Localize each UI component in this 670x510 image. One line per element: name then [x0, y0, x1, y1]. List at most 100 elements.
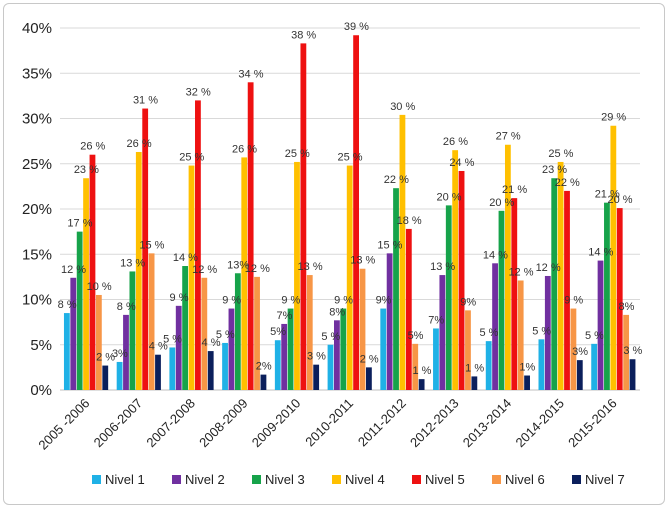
- bar: [604, 202, 610, 390]
- data-label: 24 %: [449, 157, 474, 169]
- data-label: 5 %: [216, 329, 235, 341]
- y-tick-label: 30%: [22, 111, 52, 128]
- data-label: 3 %: [623, 345, 642, 357]
- bar: [228, 308, 235, 390]
- data-label: 8%: [618, 301, 634, 313]
- legend: Nivel 1 Nivel 2 Nivel 3 Nivel 4 Nivel 5 Nivel…: [92, 472, 625, 487]
- data-label: 39 %: [344, 21, 369, 33]
- data-label: 2 %: [360, 353, 379, 365]
- bar: [439, 275, 446, 390]
- data-label: 13 %: [350, 255, 375, 267]
- y-tick-label: 35%: [22, 65, 52, 82]
- data-label: 20 %: [607, 194, 632, 206]
- data-label: 4 %: [149, 341, 168, 353]
- data-label: 1 %: [412, 365, 431, 377]
- bar: [123, 314, 129, 390]
- bar: [102, 365, 109, 390]
- y-tick-label: 40%: [22, 20, 52, 37]
- data-label: 30 %: [390, 101, 415, 113]
- bar: [155, 354, 161, 390]
- y-tick-label: 25%: [22, 156, 52, 173]
- bar: [135, 151, 142, 390]
- data-label: 1%: [519, 362, 535, 374]
- bar: [433, 328, 439, 390]
- data-label: 14 %: [483, 249, 508, 261]
- bar: [340, 308, 347, 390]
- x-axis-labels: 2005 -20062006-20072007-20082008-2009200…: [35, 396, 619, 453]
- legend-label: Nivel 7: [585, 472, 625, 487]
- data-label: 7%: [428, 314, 444, 326]
- data-label: 5 %: [479, 327, 498, 339]
- bar: [393, 188, 399, 390]
- data-label: 23 %: [74, 164, 99, 176]
- data-label: 20 %: [489, 197, 514, 209]
- bar: [412, 343, 419, 390]
- bar: [359, 268, 366, 390]
- x-tick-label: 2014-2015: [512, 396, 567, 451]
- data-label: 8%: [329, 306, 345, 318]
- data-label: 10 %: [87, 281, 112, 293]
- data-label: 12 %: [508, 266, 533, 278]
- x-tick-label: 2007-2008: [143, 396, 198, 451]
- bar: [76, 231, 83, 390]
- data-label: 21 %: [502, 184, 527, 196]
- bar: [346, 165, 353, 390]
- bar: [175, 305, 182, 390]
- legend-swatch: [332, 475, 341, 484]
- data-label: 9 %: [170, 292, 189, 304]
- data-label: 22 %: [555, 177, 580, 189]
- bar: [353, 35, 359, 391]
- bar: [70, 277, 77, 390]
- bar: [405, 228, 412, 390]
- data-label: 32 %: [186, 86, 211, 98]
- bar: [504, 144, 511, 390]
- bar: [610, 125, 617, 391]
- x-tick-label: 2008-2009: [196, 396, 251, 451]
- data-label: 5%: [408, 330, 424, 342]
- bar: [188, 165, 195, 390]
- data-labels: 8 %12 %17 %23 %26 %10 %2 %3%8 %13 %26 %3…: [58, 21, 643, 377]
- x-tick-label: 2009-2010: [249, 396, 304, 451]
- data-label: 31 %: [133, 95, 158, 107]
- bar: [418, 379, 425, 390]
- data-label: 12 %: [536, 262, 561, 274]
- bar: [254, 276, 260, 390]
- data-label: 13%: [227, 259, 249, 271]
- data-label: 5%: [270, 326, 286, 338]
- y-tick-label: 5%: [30, 337, 52, 354]
- x-tick-label: 2006-2007: [91, 396, 146, 451]
- legend-label: Nivel 1: [105, 472, 145, 487]
- data-label: 13 %: [298, 261, 323, 273]
- data-label: 9%: [460, 296, 476, 308]
- bar: [485, 341, 492, 390]
- bar: [570, 308, 577, 390]
- x-tick-label: 2010-2011: [302, 396, 356, 450]
- data-label: 9 %: [281, 295, 300, 307]
- y-tick-label: 20%: [22, 201, 52, 218]
- bar: [207, 351, 214, 390]
- bar: [492, 263, 498, 390]
- bar: [551, 178, 558, 390]
- bar: [63, 313, 70, 390]
- data-label: 25 %: [285, 148, 310, 160]
- bar: [445, 205, 452, 390]
- bar: [471, 376, 478, 390]
- data-label: 3%: [112, 348, 128, 360]
- data-label: 4 %: [202, 337, 221, 349]
- bar: [195, 100, 201, 391]
- data-label: 2%: [256, 361, 272, 373]
- legend-swatch: [572, 475, 581, 484]
- data-label: 12 %: [245, 263, 270, 275]
- data-label: 26 %: [232, 143, 257, 155]
- data-label: 25 %: [179, 152, 204, 164]
- data-label: 38 %: [291, 29, 316, 41]
- bar: [129, 271, 136, 390]
- bar: [616, 208, 623, 390]
- bar: [591, 343, 598, 390]
- legend-label: Nivel 6: [505, 472, 545, 487]
- data-label: 5 %: [532, 325, 551, 337]
- bar: [274, 340, 281, 390]
- legend-swatch: [172, 475, 181, 484]
- data-label: 7%: [277, 310, 293, 322]
